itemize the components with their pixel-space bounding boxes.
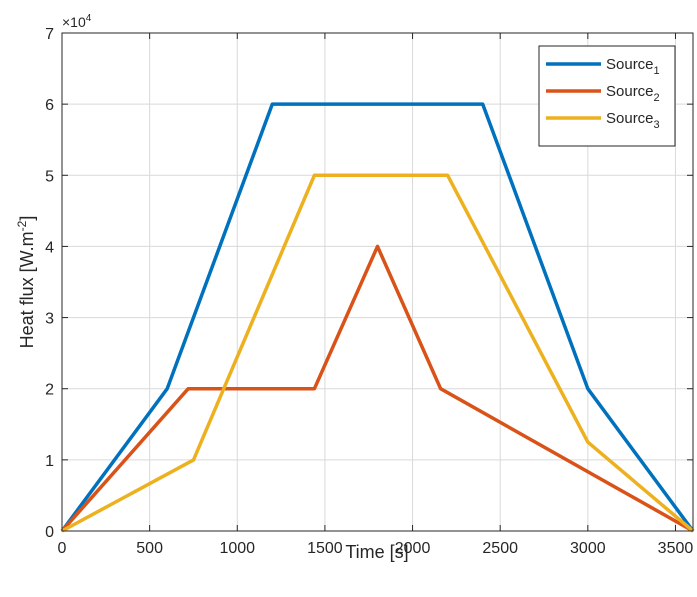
x-tick-label: 1500 xyxy=(307,540,343,557)
legend: Source1 Source2 Source3 xyxy=(538,45,676,147)
y-axis-label: Heat flux [W.m-2] xyxy=(15,216,37,349)
x-tick-label: 0 xyxy=(58,540,67,557)
x-tick-label: 3500 xyxy=(658,540,694,557)
y-tick-label: 0 xyxy=(45,524,54,541)
y-tick-label: 4 xyxy=(45,239,54,256)
x-tick-label: 2500 xyxy=(482,540,518,557)
series-layer xyxy=(60,102,695,533)
series-line-source-3 xyxy=(61,173,695,533)
legend-label-source-1: Source1 xyxy=(606,56,660,77)
ticks-layer: 0 500 1000 1500 2000 2500 3000 3500 0 1 2 3 4 5 6 7 xyxy=(45,26,693,557)
y-exponent-label: ×104 xyxy=(62,13,92,30)
legend-label-source-2: Source2 xyxy=(606,83,660,104)
series-line-source-2 xyxy=(60,244,694,533)
y-tick-label: 7 xyxy=(45,26,54,43)
x-tick-label: 2000 xyxy=(395,540,431,557)
y-tick-label: 3 xyxy=(45,311,54,328)
x-tick-label: 500 xyxy=(136,540,163,557)
y-tick-label: 1 xyxy=(45,453,54,470)
y-tick-label: 5 xyxy=(45,168,54,185)
series-line-source-1 xyxy=(60,102,695,533)
y-tick-label: 6 xyxy=(45,97,54,114)
legend-items: Source1 Source2 Source3 xyxy=(546,56,660,131)
legend-label-source-3: Source3 xyxy=(606,110,660,131)
x-axis-label: Time [s] xyxy=(345,542,408,562)
y-tick-label: 2 xyxy=(45,382,54,399)
plot-frame xyxy=(61,32,694,532)
x-tick-label: 3000 xyxy=(570,540,606,557)
x-tick-label: 1000 xyxy=(219,540,255,557)
